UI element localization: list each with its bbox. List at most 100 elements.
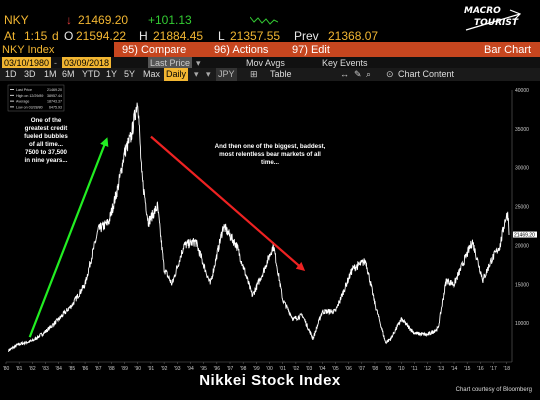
legend-label: High on 12/29/89 <box>16 94 43 98</box>
x-tick-label: '97 <box>227 366 234 372</box>
x-tick-label: '81 <box>16 366 23 372</box>
macro-tourist-logo: MACRO TOURIST <box>462 4 524 32</box>
range-ytd[interactable]: YTD <box>82 69 100 79</box>
x-tick-label: '83 <box>42 366 49 372</box>
field-dropdown-icon[interactable]: ▾ <box>196 58 201 68</box>
compare-label: Compare <box>140 44 187 56</box>
y-tick-label: 25000 <box>515 205 529 211</box>
x-tick-label: '08 <box>372 366 379 372</box>
x-tick-label: '04 <box>319 366 326 372</box>
y-tick-label: 40000 <box>515 88 529 94</box>
key-events-toggle[interactable]: Key Events <box>322 57 368 69</box>
range-max[interactable]: Max <box>143 69 161 79</box>
date-separator: - <box>54 58 57 68</box>
x-tick-label: '89 <box>121 366 128 372</box>
edit-label: Edit <box>310 44 330 56</box>
start-date-field[interactable]: 03/10/1980 <box>2 57 52 69</box>
frequency-select[interactable]: Daily <box>164 68 189 81</box>
x-tick-label: '94 <box>187 366 194 372</box>
x-tick-label: '98 <box>240 366 247 372</box>
x-tick-label: '95 <box>200 366 207 372</box>
trend-arrow <box>150 135 306 272</box>
range-1m[interactable]: 1M <box>44 69 57 79</box>
x-tick-label: '05 <box>332 366 339 372</box>
chart-source: Chart courtesy of Bloomberg <box>455 387 532 393</box>
x-tick-label: '07 <box>359 366 366 372</box>
at-label: At <box>4 29 16 43</box>
field-select[interactable]: Last Price <box>148 57 193 69</box>
trend-arrow <box>28 137 109 338</box>
last-price: 21469.20 <box>78 13 129 27</box>
x-tick-label: '02 <box>293 366 300 372</box>
actions-num: 96) <box>214 44 230 56</box>
annotation-text: time... <box>261 159 279 166</box>
annotation-text: most relentless bear markets of all <box>219 151 321 158</box>
logo-line1: MACRO <box>464 6 501 16</box>
x-tick-label: '90 <box>135 366 142 372</box>
legend-value: 38957.44 <box>47 94 62 98</box>
annotation-text: And then one of the biggest, baddest, <box>215 143 326 150</box>
ticker-label[interactable]: NKY <box>4 13 29 27</box>
range-5y[interactable]: 5Y <box>124 69 136 79</box>
annotation-text: One of the <box>31 117 62 124</box>
range-1d[interactable]: 1D <box>5 69 17 79</box>
currency-dropdown-icon[interactable]: ▾ <box>206 69 211 79</box>
y-tick-label: 10000 <box>515 321 529 327</box>
x-tick-label: '88 <box>108 366 115 372</box>
view-mode[interactable]: Bar Chart <box>484 44 532 56</box>
edit-num: 97) <box>292 44 308 56</box>
range-6m[interactable]: 6M <box>62 69 75 79</box>
open-value: 21594.22 <box>76 29 127 43</box>
chart-area[interactable]: 10000 15000 20000 25000 30000 35000 40000 '80 '8… <box>0 82 540 372</box>
chart-content-button[interactable]: Chart Content <box>398 69 455 79</box>
last-price-marker <box>513 231 537 238</box>
x-tick-label: '99 <box>253 366 260 372</box>
zoom-icon[interactable]: ⌕ <box>366 69 372 79</box>
chart-title: Nikkei Stock Index <box>199 372 341 389</box>
ruler-icon[interactable]: ↔ <box>340 69 349 79</box>
x-tick-label: '86 <box>82 366 89 372</box>
table-button[interactable]: Table <box>270 69 292 79</box>
x-tick-label: '87 <box>95 366 102 372</box>
range-3d[interactable]: 3D <box>24 69 36 79</box>
currency-select[interactable]: JPY <box>216 68 237 81</box>
range-toolbar: 1D 3D 1M 6M YTD 1Y 5Y Max Daily ▾ ▾ JPY … <box>0 68 540 81</box>
high-label: H <box>139 29 148 43</box>
legend-label: Low on 03/28/80 <box>16 105 43 109</box>
legend-label: Average <box>16 100 29 104</box>
chart-marks: 21469.20 <box>8 102 537 352</box>
x-tick-label: '82 <box>29 366 36 372</box>
range-1y[interactable]: 1Y <box>106 69 118 79</box>
mov-avgs-toggle[interactable]: Mov Avgs <box>246 57 285 69</box>
compare-menu[interactable]: 95) Compare <box>122 42 186 58</box>
x-tick-label: '17 <box>490 366 497 372</box>
mov-avgs-label: Mov Avgs <box>246 58 285 68</box>
frequency-dropdown-icon[interactable]: ▾ <box>194 69 199 79</box>
function-bar: NKY Index 95) Compare 96) Actions 97) Ed… <box>0 42 540 58</box>
actions-menu[interactable]: 96) Actions <box>214 42 268 58</box>
x-tick-label: '16 <box>477 366 484 372</box>
x-tick-label: '06 <box>345 366 352 372</box>
chart-type-icon[interactable]: ⊞ <box>250 69 258 79</box>
price-change: +101.13 <box>148 13 192 27</box>
x-tick-label: '91 <box>148 366 155 372</box>
exchange-code: d <box>52 29 59 43</box>
prev-label: Prev <box>294 29 319 43</box>
edit-menu[interactable]: 97) Edit <box>292 42 330 58</box>
last-price-marker-label: 21469.20 <box>514 233 535 239</box>
down-arrow-icon: ↓ <box>66 13 72 27</box>
draw-icon[interactable]: ✎ <box>354 69 362 79</box>
chart-legend: Last Price 21469.20 High on 12/29/89 38957.… <box>7 84 65 112</box>
security-field[interactable]: NKY Index <box>0 42 114 58</box>
x-tick-label: '01 <box>279 366 286 372</box>
date-toolbar: 03/10/1980 - 03/09/2018 Last Price ▾ Mov… <box>0 57 540 69</box>
y-tick-label: 35000 <box>515 127 529 133</box>
x-tick-label: '11 <box>411 366 417 372</box>
x-tick-label: '09 <box>385 366 392 372</box>
x-tick-label: '84 <box>55 366 62 372</box>
annotation-text: greatest credit <box>25 125 68 132</box>
end-date-field[interactable]: 03/09/2018 <box>62 57 112 69</box>
y-tick-label: 20000 <box>515 243 529 249</box>
y-tick-label: 30000 <box>515 166 529 172</box>
